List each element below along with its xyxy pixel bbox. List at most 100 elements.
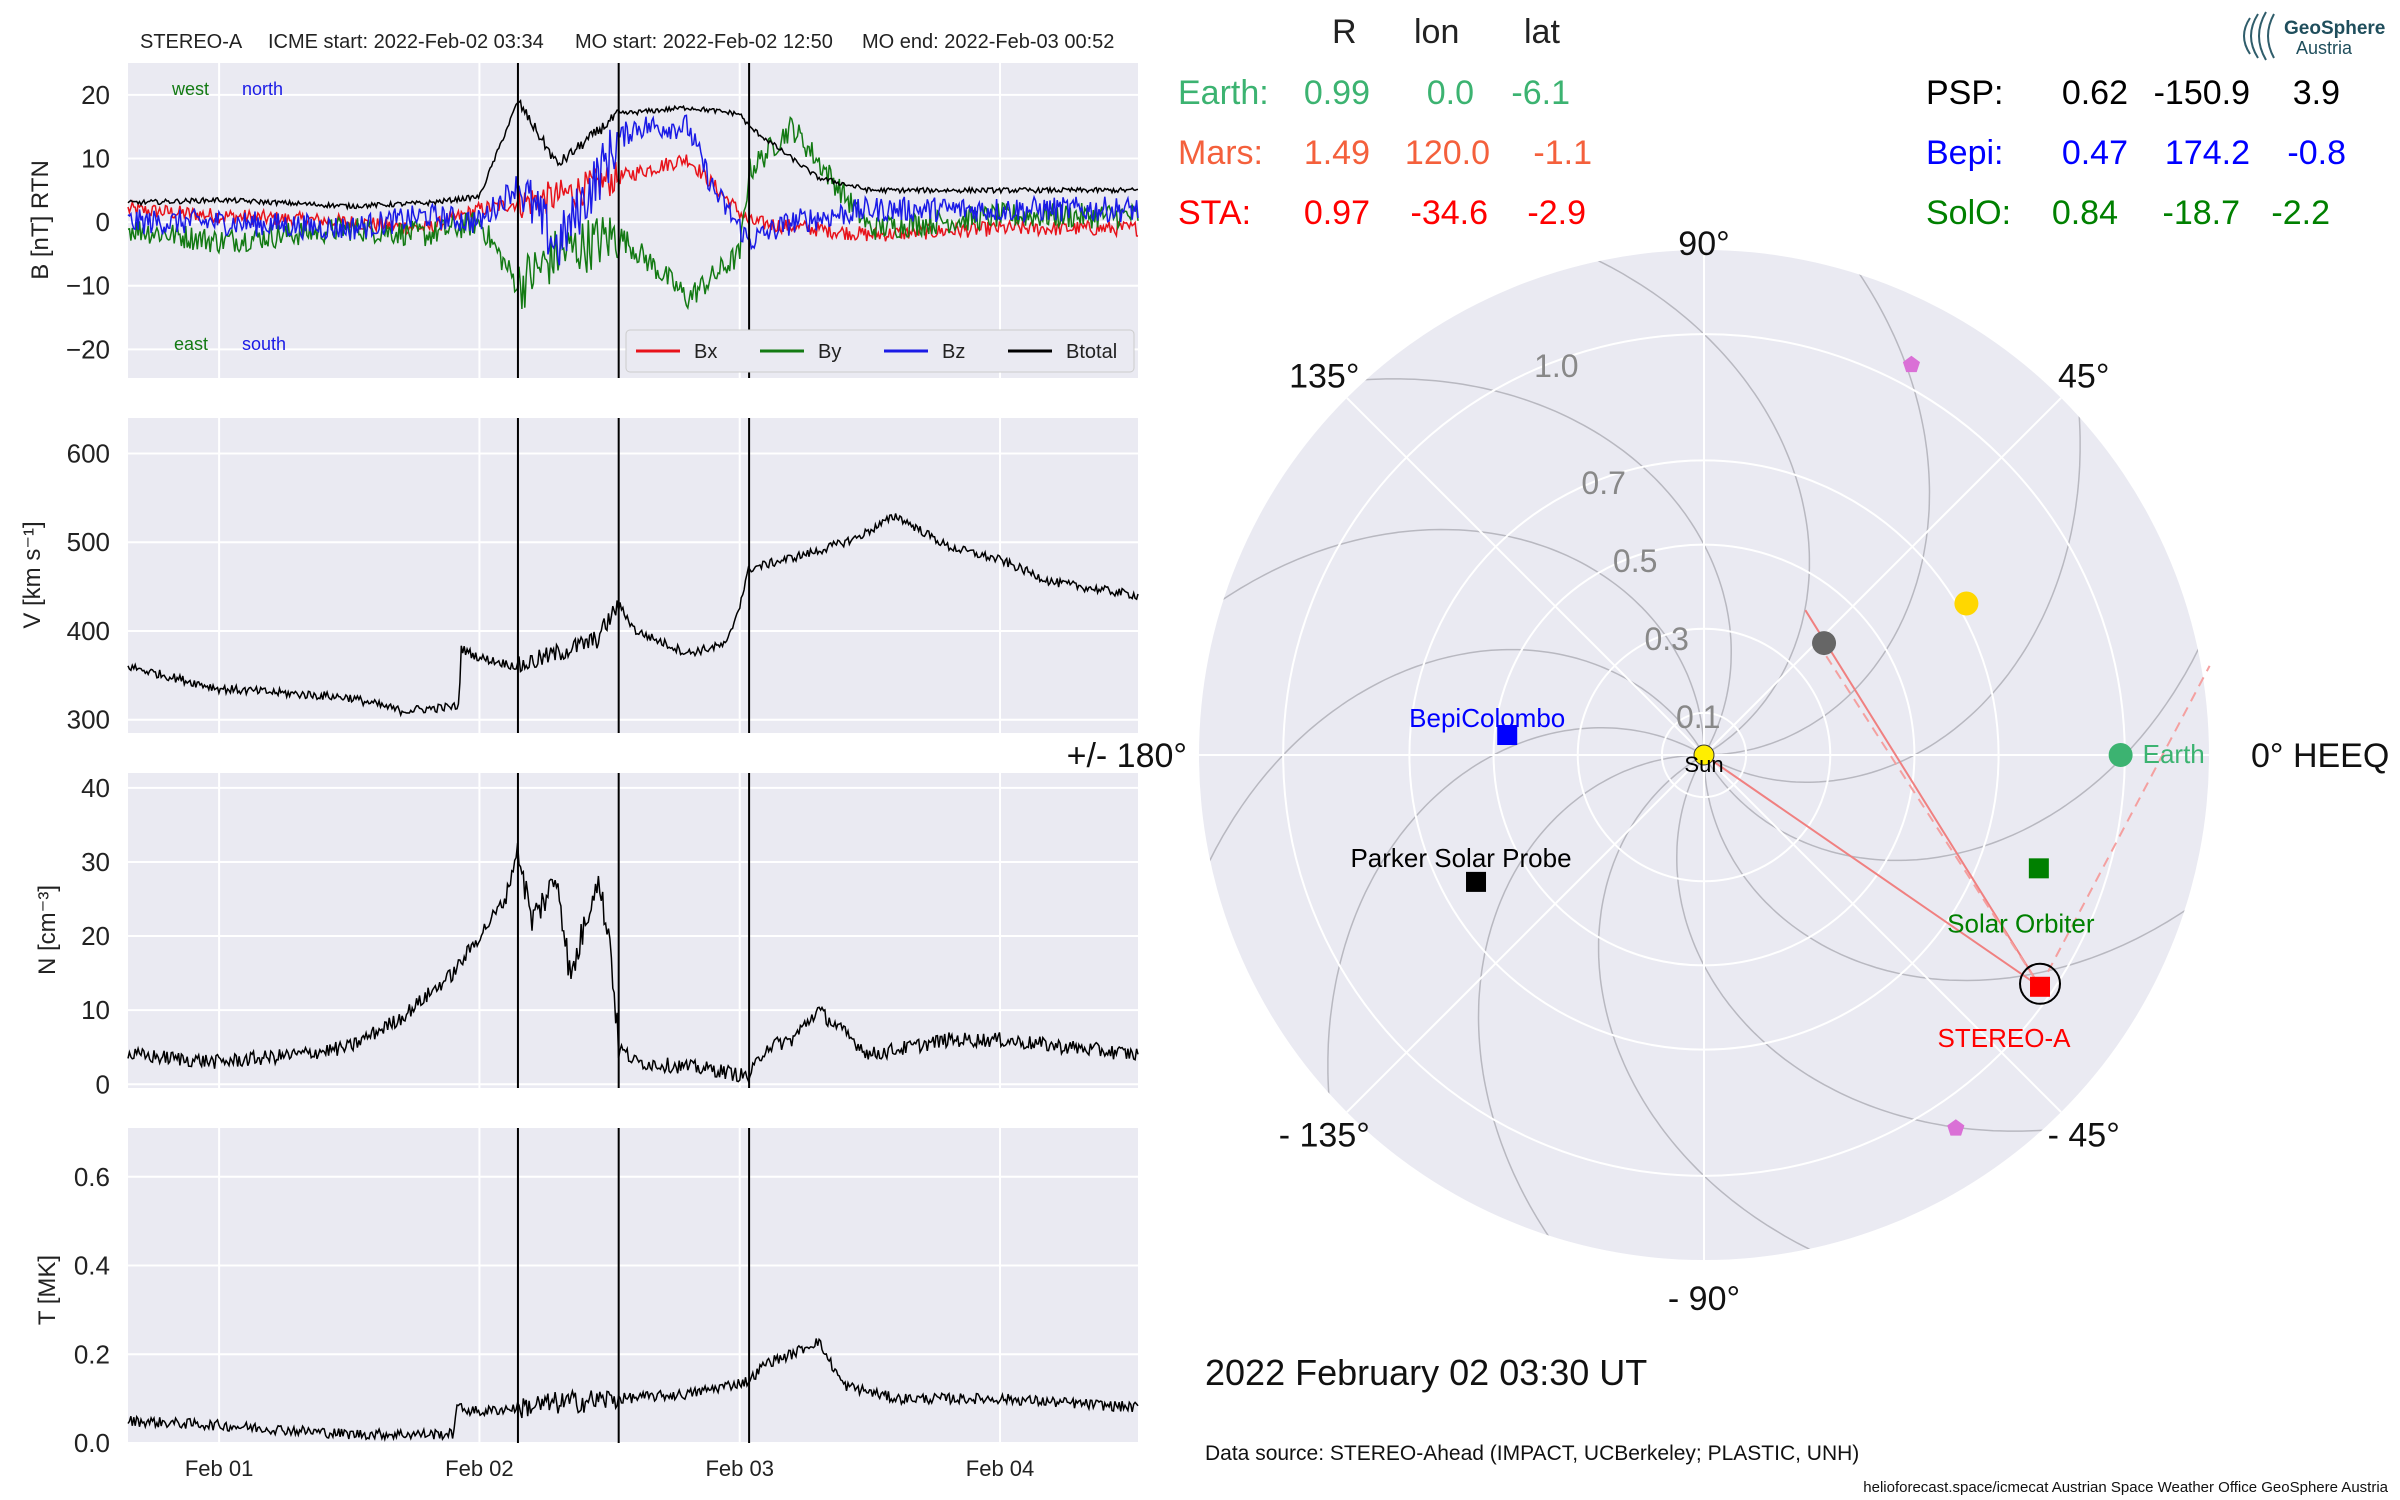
r-tick-label: 1.0: [1534, 348, 1578, 384]
panel-lines: [127, 98, 1139, 311]
series-line-n: [127, 842, 1139, 1084]
sta-field-lines: [1703, 609, 2211, 988]
polar-spirals: [1199, 250, 2209, 1260]
table-row-psp: PSP: 0.62 -150.9 3.9: [1926, 74, 2340, 112]
parker-spiral: [1703, 250, 1931, 756]
body-lon: -150.9: [2154, 74, 2250, 112]
parker-spiral: [1534, 250, 1811, 756]
body-r: 0.97: [1304, 194, 1370, 232]
y-tick-label: 0.6: [74, 1162, 110, 1192]
legend-box: [625, 329, 1135, 373]
y-tick-label: 10: [81, 143, 110, 173]
angle-label: 90°: [1678, 225, 1729, 263]
body-lat: -2.2: [2271, 194, 2330, 232]
parker-spiral: [1703, 754, 2209, 982]
parker-spiral: [1199, 528, 1705, 756]
r-tick-label: 0.1: [1676, 699, 1720, 735]
angle-label: - 135°: [1279, 1117, 1370, 1155]
plot-datetime: 2022 February 02 03:30 UT: [1205, 1352, 1647, 1393]
parker-spiral: [1297, 378, 1732, 756]
body-lat: -0.8: [2287, 134, 2346, 172]
body-lon: -18.7: [2163, 194, 2241, 232]
body-marker-psp: [1466, 871, 1487, 892]
event-lines: [516, 63, 751, 378]
polar-bodies: Earth STEREO-A Solar Orbiter BepiColombo Par…: [1350, 355, 2205, 1136]
body-lat: -2.9: [1527, 194, 1586, 232]
body-marker-pent1: [1902, 355, 1920, 373]
y-tick-label: 300: [67, 705, 110, 735]
angle-spoke: [1703, 754, 2062, 1113]
body-r: 0.84: [2052, 194, 2118, 232]
y-tick-label: 0: [96, 1069, 110, 1099]
body-name: Bepi:: [1926, 134, 2004, 172]
parker-spiral: [1703, 585, 2209, 862]
ylabel-temperature: T [MK]: [34, 1255, 61, 1325]
event-lines: [516, 773, 751, 1088]
panel-background: [128, 418, 1138, 733]
body-marker-sta: [2030, 976, 2051, 997]
parker-spiral: [1703, 348, 2081, 783]
angle-spoke: [1346, 754, 1705, 1113]
sun-label: Sun: [1684, 752, 1723, 777]
panel-magnetic-field: 20 10 0 −10 −20 B [nT] RTN west north east s…: [27, 63, 1139, 378]
sun-marker: [1693, 744, 1715, 766]
body-lon: 0.0: [1427, 74, 1474, 112]
angle-label: +/- 180°: [1067, 737, 1187, 775]
legend: Bx By Bz Btotal: [625, 329, 1135, 373]
y-tick-label: 30: [81, 847, 110, 877]
angle-label: 45°: [2058, 357, 2109, 395]
body-name: SolO:: [1926, 194, 2011, 232]
y-tick-label: 600: [67, 438, 110, 468]
r-tick-label: 0.5: [1613, 543, 1657, 579]
annotation-west: west: [171, 79, 209, 99]
body-lat: -1.1: [1533, 134, 1592, 172]
y-tick-label: 0.2: [74, 1339, 110, 1369]
panel-background: [128, 1128, 1138, 1443]
panel-background: [128, 63, 1138, 378]
panel-speed: 600 500 400 300 V [km s⁻¹]: [19, 418, 1139, 735]
table-row-earth: Earth: 0.99 0.0 -6.1: [1178, 74, 1570, 112]
body-marker-earth: [2108, 743, 2133, 767]
angle-label: - 45°: [2048, 1117, 2120, 1155]
sun-sta-line: [1703, 754, 2041, 988]
mo-start-label: MO start: 2022-Feb-02 12:50: [575, 31, 833, 53]
polar-angle-labels: 0° HEEQ 45° 90° 135° +/- 180° - 135° - 90° - 45…: [1067, 225, 2390, 1318]
y-tick-label: 400: [67, 616, 110, 646]
positions-table: R lon lat Earth: 0.99 0.0 -6.1 Mars: 1.4…: [1178, 13, 2346, 232]
angle-label: 0° HEEQ: [2251, 737, 2389, 775]
table-header-lat: lat: [1524, 13, 1560, 51]
orbit-polar-plot: 0.1 0.3 0.5 0.7 1.0 0° HEEQ 45° 90° 135° +/- 180…: [1067, 225, 2390, 1318]
panel-ticks: 20 10 0 −10 −20: [66, 80, 110, 365]
angle-spoke: [1346, 397, 1705, 756]
panel-ticks: 40 30 20 10 0: [81, 773, 110, 1099]
body-marker-mercury: [1812, 631, 1837, 656]
angle-label: 135°: [1289, 357, 1359, 395]
geosphere-logo-icon: [2243, 11, 2275, 61]
event-lines: [516, 418, 751, 733]
body-marker-solo: [2028, 858, 2049, 879]
y-tick-label: −20: [66, 334, 110, 364]
panel-grid: [128, 418, 1138, 733]
logo-sub: Austria: [2296, 38, 2353, 58]
body-label-bepi: BepiColombo: [1409, 703, 1565, 733]
ylabel-density: N [cm⁻³]: [34, 885, 61, 975]
body-label-earth: Earth: [2143, 739, 2205, 769]
panel-temperature: 0.6 0.4 0.2 0.0 T [MK]: [34, 1128, 1139, 1458]
table-row-sta: STA: 0.97 -34.6 -2.9: [1178, 194, 1586, 232]
event-lines: [516, 1128, 751, 1443]
data-source: Data source: STEREO-Ahead (IMPACT, UCBer…: [1205, 1442, 1859, 1465]
series-line-t: [127, 1337, 1139, 1442]
table-row-bepi: Bepi: 0.47 174.2 -0.8: [1926, 134, 2346, 172]
body-label-solo: Solar Orbiter: [1947, 908, 2095, 938]
annotation-north: north: [242, 79, 283, 99]
body-label-psp: Parker Solar Probe: [1350, 843, 1571, 873]
panel-ticks: 600 500 400 300: [67, 438, 110, 734]
y-tick-label: 10: [81, 995, 110, 1025]
angle-spoke: [1703, 397, 2062, 756]
legend-label-bx: Bx: [694, 341, 717, 363]
series-line-bz: [127, 114, 1139, 266]
icme-start-label: ICME start: 2022-Feb-02 03:34: [268, 31, 544, 53]
y-tick-label: 0.0: [74, 1428, 110, 1458]
panel-lines: [127, 1337, 1139, 1442]
legend-label-bz: Bz: [942, 341, 965, 363]
